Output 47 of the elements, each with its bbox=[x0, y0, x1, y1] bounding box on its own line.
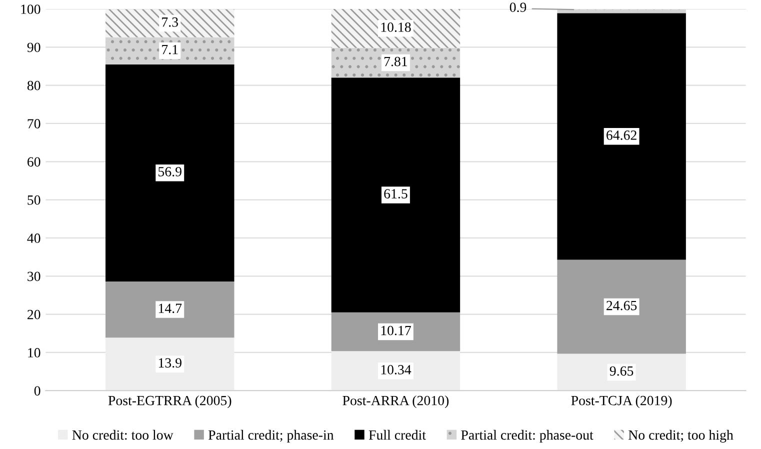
bar bbox=[331, 48, 460, 78]
data-label: 10.17 bbox=[381, 326, 411, 336]
bar bbox=[106, 9, 234, 38]
legend-label: Partial credit; phase-in bbox=[208, 430, 334, 443]
legend-label: Full credit bbox=[368, 430, 426, 440]
y-tick-label: 60 bbox=[28, 157, 40, 167]
legend-label: No credit; too high bbox=[628, 430, 734, 443]
y-tick-label: 50 bbox=[28, 195, 40, 205]
y-tick-label: 30 bbox=[28, 272, 40, 282]
data-label: 13.9 bbox=[158, 358, 182, 368]
y-tick-label: 10 bbox=[28, 348, 40, 358]
bar bbox=[331, 8, 460, 48]
y-tick-label: 70 bbox=[28, 119, 40, 128]
legend-label: No credit: too low bbox=[72, 430, 174, 440]
bar bbox=[106, 64, 234, 282]
x-tick-label: Post-EGTRRA (2005) bbox=[108, 395, 232, 408]
bar bbox=[557, 260, 686, 354]
data-label: 24.65 bbox=[606, 300, 637, 310]
y-tick-label: 80 bbox=[27, 80, 40, 90]
bar bbox=[106, 338, 234, 391]
y-tick-label: 100 bbox=[21, 4, 40, 14]
bar bbox=[106, 37, 234, 64]
bar bbox=[106, 281, 234, 338]
bar bbox=[331, 351, 460, 391]
data-label: 14.7 bbox=[158, 304, 182, 314]
data-label: 7.81 bbox=[384, 56, 408, 66]
bar bbox=[557, 13, 686, 260]
y-tick-label: 40 bbox=[27, 234, 40, 243]
y-tick-label: 0 bbox=[34, 386, 40, 396]
data-label: 0.9 bbox=[510, 2, 526, 12]
bar bbox=[557, 354, 686, 391]
y-tick-label: 90 bbox=[27, 42, 40, 52]
data-label: 61.5 bbox=[384, 189, 408, 199]
data-label: 64.62 bbox=[606, 130, 636, 140]
data-label: 10.34 bbox=[381, 365, 412, 374]
bar bbox=[331, 312, 460, 352]
data-label: 7.1 bbox=[162, 44, 178, 54]
y-tick-label: 20 bbox=[28, 310, 40, 320]
data-label: 7.3 bbox=[162, 17, 178, 27]
data-label: 10.18 bbox=[381, 22, 411, 32]
data-label: 56.9 bbox=[158, 167, 182, 176]
legend-label: Partial credit: phase-out bbox=[461, 430, 594, 443]
data-label: 9.65 bbox=[610, 366, 634, 376]
x-tick-label: Post-ARRA (2010) bbox=[342, 395, 449, 408]
bar bbox=[331, 78, 460, 312]
x-tick-label: Post-TCJA (2019) bbox=[571, 395, 672, 408]
bar bbox=[557, 10, 686, 14]
